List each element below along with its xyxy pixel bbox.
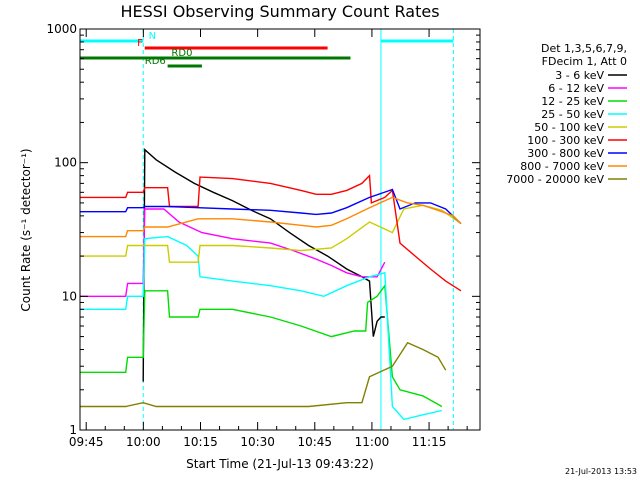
- x-tick-label-4: 10:45: [297, 435, 332, 449]
- legend: Det 1,3,5,6,7,9,FDecim 1, Att 03 - 6 keV…: [506, 42, 627, 186]
- series-line-1: [80, 208, 386, 297]
- legend-entry-6: 300 - 800 keV: [527, 147, 604, 160]
- plot-frame: [79, 28, 481, 431]
- series-line-7: [80, 196, 462, 238]
- x-tick-label-3: 10:30: [240, 435, 275, 449]
- y-tick-label-0: 1: [69, 423, 77, 437]
- chart-title: HESSI Observing Summary Count Rates: [120, 2, 439, 21]
- series-line-3: [80, 235, 443, 421]
- y-axis-label: Count Rate (s⁻¹ detector⁻¹): [19, 148, 33, 311]
- x-tick-label-2: 10:15: [183, 435, 218, 449]
- plot-area: NF RD0 RD6: [79, 29, 462, 430]
- legend-entry-2: 12 - 25 keV: [541, 95, 604, 108]
- x-tick-label-0: 09:45: [69, 435, 104, 449]
- y-tick-label-2: 100: [54, 156, 77, 170]
- state-bar-label-4: RD6: [145, 56, 166, 67]
- state-bar-label-3: RD0: [171, 48, 192, 59]
- x-tick-label-1: 10:00: [126, 435, 161, 449]
- series-line-8: [80, 341, 447, 408]
- legend-entry-4: 50 - 100 keV: [534, 121, 604, 134]
- legend-entry-3: 25 - 50 keV: [541, 108, 604, 121]
- legend-entry-0: 3 - 6 keV: [555, 69, 604, 82]
- x-tick-label-6: 11:15: [412, 435, 447, 449]
- y-tick-label-1: 10: [62, 289, 77, 303]
- x-tick-label-5: 11:00: [355, 435, 390, 449]
- axis-ticks: 09:45 10:00 10:15 10:30 10:45 11:00 11:15 1 10 10…: [46, 22, 480, 449]
- legend-header-0: Det 1,3,5,6,7,9,: [541, 42, 627, 55]
- timestamp: 21-Jul-2013 13:53: [565, 467, 637, 476]
- legend-entry-5: 100 - 300 keV: [527, 134, 604, 147]
- legend-entry-1: 6 - 12 keV: [548, 82, 604, 95]
- series-line-4: [80, 204, 462, 263]
- y-tick-label-3: 1000: [46, 22, 77, 36]
- series-line-5: [80, 173, 462, 292]
- legend-entry-8: 7000 - 20000 keV: [506, 173, 604, 186]
- series-line-0: [142, 148, 385, 382]
- legend-entry-7: 800 - 7000 keV: [520, 160, 604, 173]
- legend-header-1: FDecim 1, Att 0: [542, 55, 627, 68]
- state-bar-label-2: F: [137, 38, 143, 49]
- state-bar-label-0: N: [149, 31, 156, 42]
- series-line-2: [80, 283, 443, 408]
- x-axis-label: Start Time (21-Jul-13 09:43:22): [186, 457, 374, 471]
